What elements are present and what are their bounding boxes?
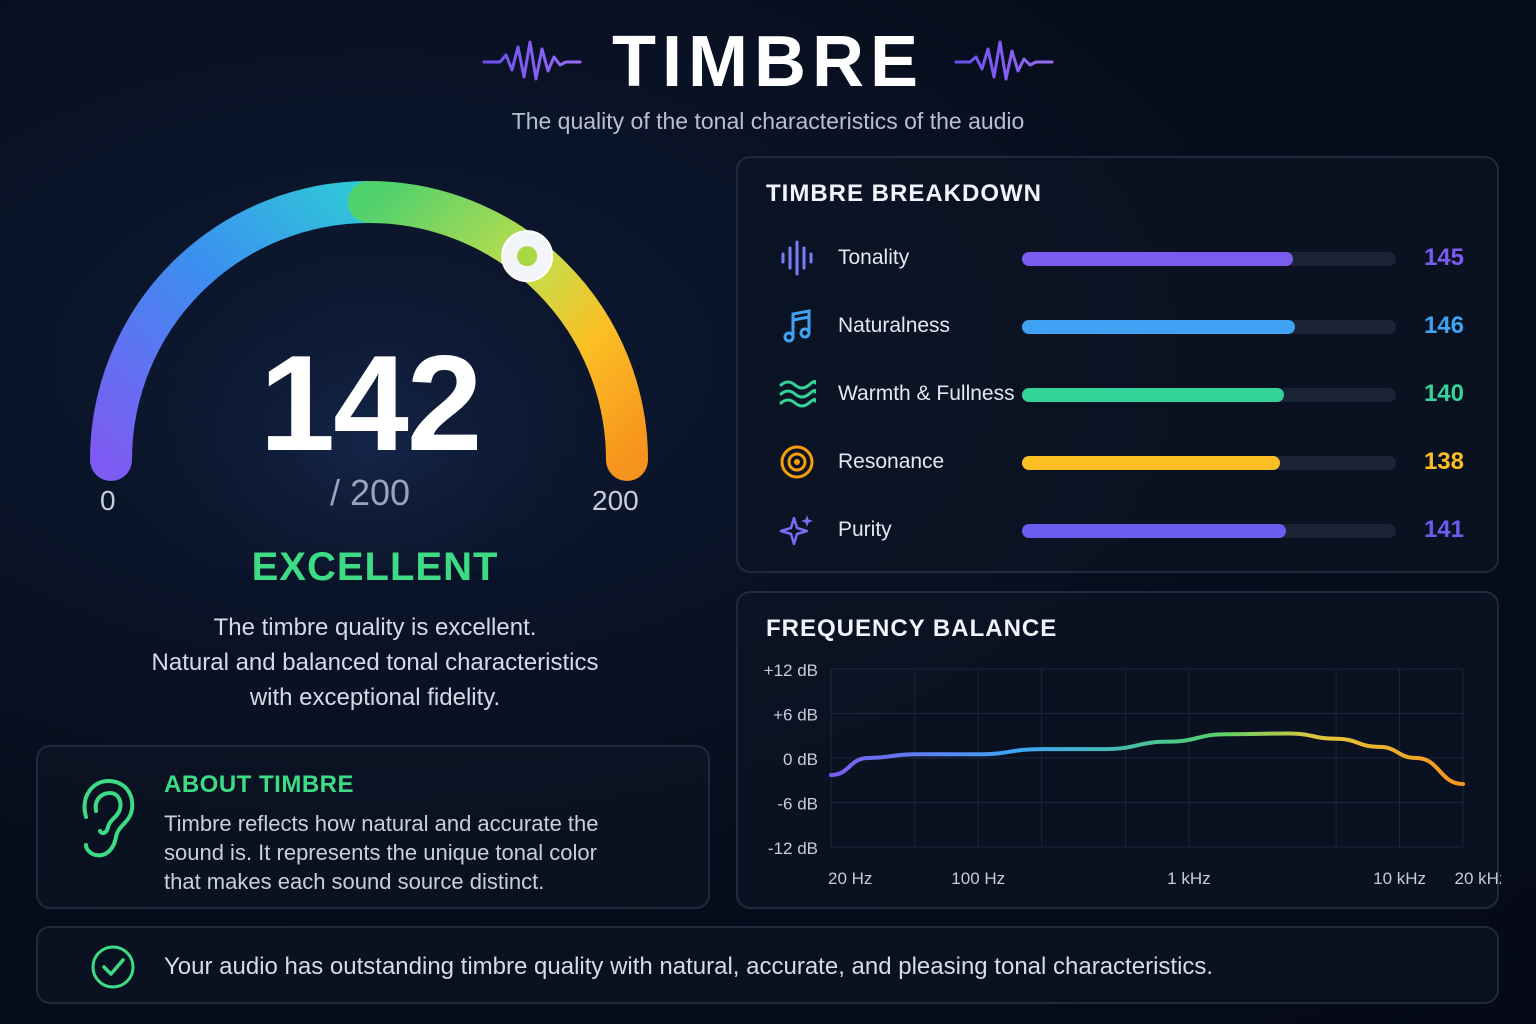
metric-track (1022, 524, 1396, 538)
description-line: The timbre quality is excellent. (213, 614, 537, 641)
about-line: sound is. It represents the unique tonal… (164, 840, 597, 865)
y-tick-label: -6 dB (777, 795, 818, 814)
check-circle-icon (91, 945, 135, 989)
metric-value: 145 (1423, 244, 1464, 271)
ear-icon (82, 778, 135, 858)
frequency-title: FREQUENCY BALANCE (766, 615, 1058, 642)
metric-label: Warmth & Fullness (838, 382, 1015, 405)
description-line: Natural and balanced tonal characteristi… (151, 649, 599, 676)
metric-row-warmth: Warmth & Fullness 140 (738, 374, 1501, 414)
page-subtitle: The quality of the tonal characteristics… (511, 108, 1025, 134)
about-title: ABOUT TIMBRE (164, 771, 354, 798)
breakdown-title: TIMBRE BREAKDOWN (766, 180, 1042, 207)
timbre-breakdown-card: TIMBRE BREAKDOWN Tonality 145 Naturalnes… (736, 156, 1499, 573)
x-tick-label: 20 Hz (828, 869, 872, 888)
metric-track (1022, 320, 1396, 334)
target-icon (780, 445, 814, 479)
x-tick-label: 10 kHz (1373, 869, 1426, 888)
gauge-arc (69, 170, 669, 570)
y-tick-label: 0 dB (783, 750, 818, 769)
soundwave-icon (781, 240, 813, 276)
waves-icon (779, 379, 816, 408)
header: TIMBRE The quality of the tonal characte… (0, 22, 1536, 135)
about-line: Timbre reflects how natural and accurate… (164, 811, 599, 836)
metric-track (1022, 252, 1396, 266)
metric-row-tonality: Tonality 145 (738, 238, 1501, 278)
metric-row-purity: Purity 141 (738, 510, 1501, 550)
x-tick-label: 1 kHz (1167, 869, 1210, 888)
about-timbre-card: ABOUT TIMBRE Timbre reflects how natural… (36, 745, 710, 909)
gauge-max-label: 200 (592, 485, 639, 516)
metric-label: Resonance (838, 450, 945, 473)
page-title: TIMBRE (612, 22, 924, 102)
summary-text: Your audio has outstanding timbre qualit… (164, 953, 1214, 980)
y-tick-label: -12 dB (768, 839, 818, 858)
summary-banner: Your audio has outstanding timbre qualit… (36, 926, 1499, 1004)
soundwave-left-icon (482, 40, 582, 81)
y-tick-label: +6 dB (773, 706, 818, 725)
metric-bar-fill (1022, 388, 1284, 402)
metric-value: 141 (1423, 516, 1464, 543)
sparkle-icon (779, 515, 813, 546)
gauge-knob-center (517, 246, 538, 267)
about-text: Timbre reflects how natural and accurate… (164, 809, 664, 896)
score-value: 142 (259, 327, 483, 479)
metric-label: Purity (838, 518, 892, 541)
about-line: that makes each sound source distinct. (164, 869, 545, 894)
frequency-response-line (829, 731, 1465, 786)
metric-bar-fill (1022, 524, 1286, 538)
gauge-arc-left (90, 181, 390, 481)
y-tick-label: +12 dB (764, 661, 818, 680)
score-description: The timbre quality is excellent. Natural… (60, 610, 690, 715)
soundwave-right-icon (954, 40, 1054, 81)
gauge-arc-right (348, 181, 648, 481)
score-gauge: 142 / 200 0 200 EXCELLENT The timbre qua… (60, 150, 700, 730)
x-tick-label: 20 kHz (1455, 869, 1501, 888)
description-line: with exceptional fidelity. (249, 684, 501, 711)
metric-bar-fill (1022, 456, 1281, 470)
metric-value: 138 (1423, 448, 1464, 475)
metric-bar-fill (1022, 320, 1296, 334)
metric-value: 146 (1423, 312, 1464, 339)
rating-label: EXCELLENT (251, 545, 499, 589)
score-max: / 200 (329, 472, 411, 513)
metric-track (1022, 388, 1396, 402)
metric-label: Tonality (838, 246, 910, 269)
gauge-cap-left (90, 460, 132, 462)
metric-label: Naturalness (838, 314, 951, 337)
metric-row-resonance: Resonance 138 (738, 442, 1501, 482)
metric-track (1022, 456, 1396, 470)
metric-row-naturalness: Naturalness 146 (738, 306, 1501, 346)
music-note-icon (783, 309, 811, 343)
x-tick-label: 100 Hz (951, 869, 1005, 888)
frequency-chart: +12 dB +6 dB 0 dB -6 dB -12 dB 20 Hz 100 Hz 1 k… (764, 661, 1501, 888)
metric-bar-fill (1022, 252, 1294, 266)
frequency-balance-card: FREQUENCY BALANCE +12 dB +6 dB 0 dB -6 dB -1… (736, 591, 1501, 909)
metric-value: 140 (1423, 380, 1464, 407)
gauge-min-label: 0 (100, 485, 116, 516)
